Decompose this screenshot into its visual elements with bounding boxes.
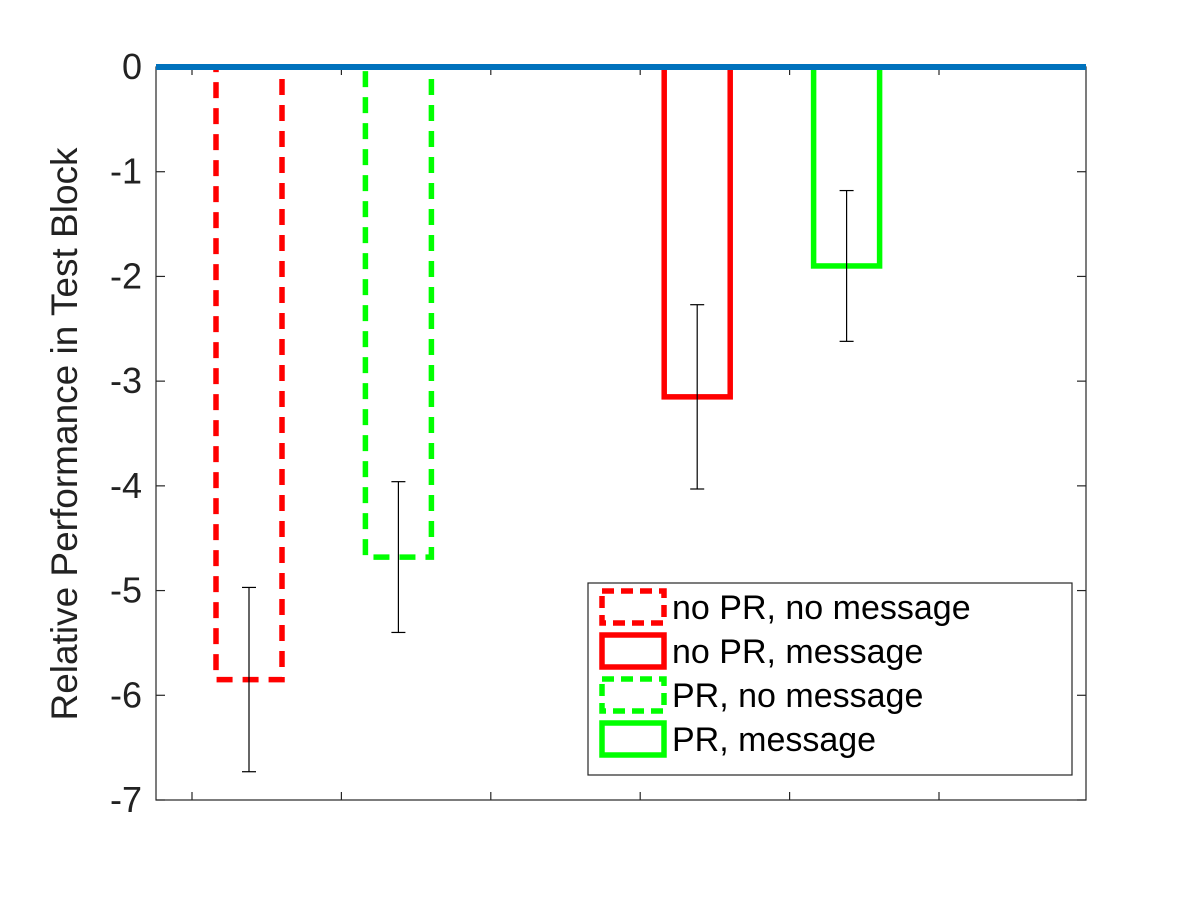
legend-label: PR, message xyxy=(672,721,876,759)
y-axis-title: Relative Performance in Test Block xyxy=(44,147,85,721)
legend-box xyxy=(587,582,1073,776)
legend-swatch xyxy=(599,676,667,714)
legend-swatch xyxy=(599,720,667,758)
y-tick-label: -3 xyxy=(110,360,142,401)
y-tick-label: 0 xyxy=(122,46,142,87)
y-tick-label: -1 xyxy=(110,151,142,192)
legend-label: no PR, no message xyxy=(672,589,971,627)
y-tick-label: -5 xyxy=(110,570,142,611)
legend-label: no PR, message xyxy=(672,633,923,671)
legend-swatch xyxy=(599,588,667,626)
legend-label: PR, no message xyxy=(672,677,923,715)
y-tick-label: -2 xyxy=(110,255,142,296)
y-tick-label: -4 xyxy=(110,465,142,506)
legend: no PR, no message no PR, message PR, no me… xyxy=(587,582,1073,776)
legend-swatch xyxy=(599,632,667,670)
y-tick-label: -6 xyxy=(110,674,142,715)
y-tick-labels: 0 -1 -2 -3 -4 -5 -6 -7 xyxy=(110,46,142,820)
y-tick-label: -7 xyxy=(110,779,142,820)
plot-area xyxy=(155,64,1087,801)
